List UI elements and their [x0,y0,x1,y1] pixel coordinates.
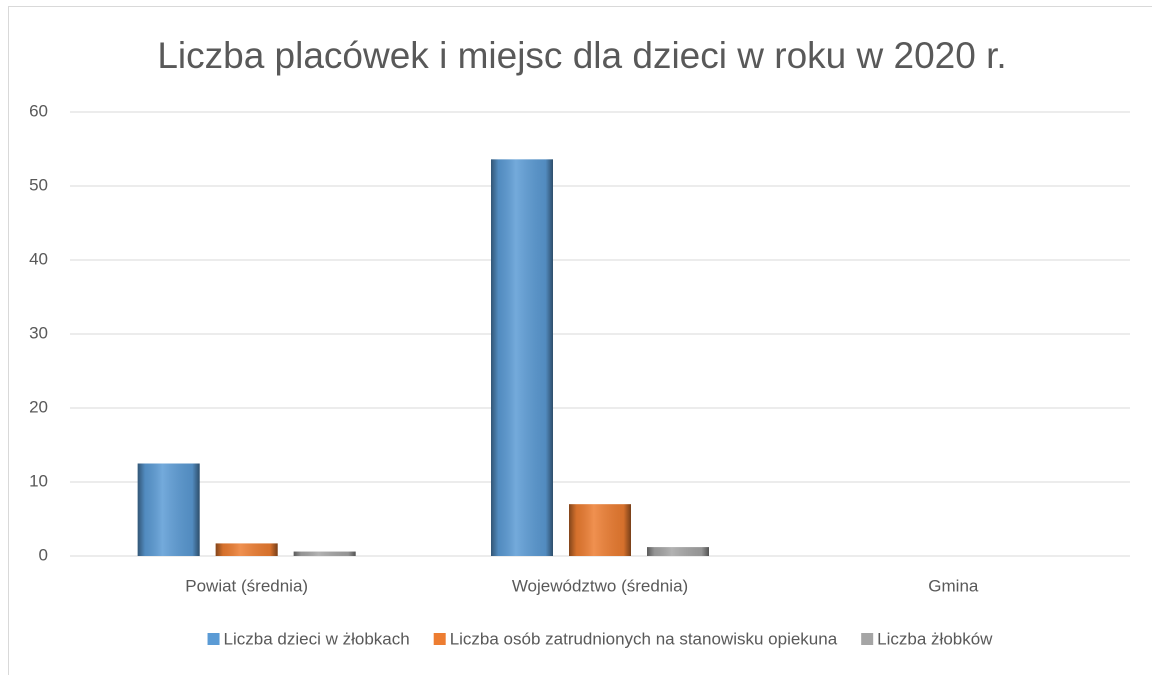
legend-swatch [207,633,220,645]
bar [215,543,278,556]
legend-swatch [861,633,874,645]
bar [647,547,709,556]
y-tick-label: 30 [29,323,48,342]
legend-swatch [433,633,446,645]
y-tick-label: 40 [29,249,48,268]
y-tick-label: 60 [29,101,48,120]
y-tick-label: 20 [29,397,48,416]
y-tick-label: 0 [39,545,48,564]
x-tick-label: Województwo (średnia) [512,576,688,595]
legend-label: Liczba żłobków [877,629,993,648]
bar [491,159,553,557]
y-tick-label: 50 [29,175,48,194]
chart-border [8,6,1152,675]
y-tick-label: 10 [29,471,48,490]
legend-label: Liczba osób zatrudnionych na stanowisku … [450,629,838,648]
bar [137,463,200,556]
x-tick-label: Powiat (średnia) [185,576,308,595]
legend-label: Liczba dzieci w żłobkach [224,629,410,648]
bar [569,504,631,556]
x-tick-label: Gmina [928,576,979,595]
chart-title: Liczba placówek i miejsc dla dzieci w ro… [157,35,1006,76]
bar [293,551,356,556]
